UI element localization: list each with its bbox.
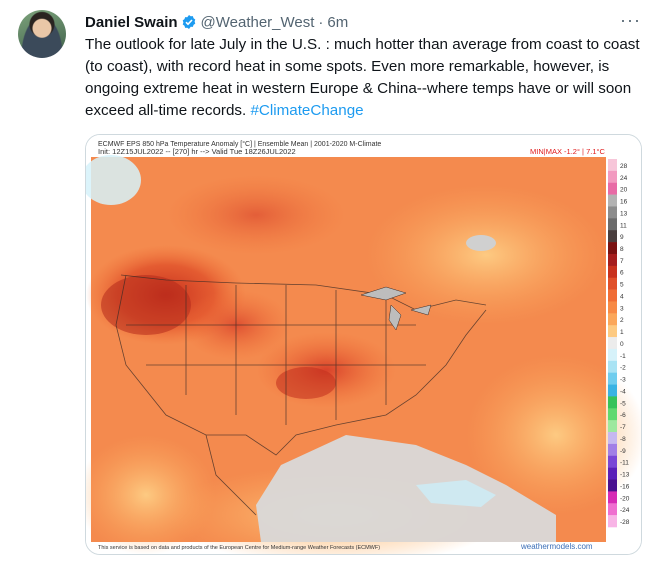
colorbar-label: 5 [620, 282, 624, 289]
colorbar-swatch [608, 479, 617, 492]
colorbar-swatch [608, 218, 617, 231]
colorbar-swatch [608, 242, 617, 255]
colorbar-swatch [608, 265, 617, 279]
colorbar-swatch [608, 420, 617, 433]
colorbar-label: -2 [620, 365, 626, 372]
colorbar-label: 0 [620, 341, 624, 348]
colorbar-swatch [608, 515, 617, 528]
tweet-header: Daniel Swain @Weather_West · 6m [85, 11, 643, 33]
colorbar-label: 28 [620, 163, 628, 170]
colorbar-label: 4 [620, 293, 624, 300]
colorbar-swatch [608, 182, 617, 195]
more-options-icon[interactable]: ··· [620, 10, 641, 30]
temperature-anomaly-map: ECMWF EPS 850 hPa Temperature Anomaly [°… [86, 135, 641, 554]
colorbar-label: 13 [620, 210, 628, 217]
colorbar-label: -8 [620, 436, 626, 443]
colorbar-label: 7 [620, 258, 624, 265]
colorbar-label: 9 [620, 234, 624, 241]
colorbar-swatch [608, 194, 617, 207]
colorbar-swatch [608, 360, 617, 373]
colorbar-label: 2 [620, 317, 624, 324]
author-handle[interactable]: @Weather_West [200, 13, 315, 31]
colorbar-label: 6 [620, 270, 624, 277]
colorbar-swatch [608, 455, 617, 468]
colorbar-swatch [608, 277, 617, 290]
colorbar: 28 24 20 16 13 11 9 8 7 6 5 4 3 2 1 0 -1 -2 -3 -4 -5 -6 -7 -8 -9… [608, 159, 630, 528]
colorbar-swatch [608, 348, 617, 362]
colorbar-label: -20 [620, 495, 630, 502]
colorbar-swatch [608, 384, 617, 397]
colorbar-label: 1 [620, 329, 624, 336]
colorbar-swatch [608, 408, 617, 421]
colorbar-label: -7 [620, 424, 626, 431]
map-title-line2: Init: 12Z15JUL2022 -- [270] hr --> Valid… [98, 147, 296, 156]
colorbar-label: -28 [620, 519, 630, 526]
colorbar-label: -11 [620, 460, 629, 467]
map-title-line1: ECMWF EPS 850 hPa Temperature Anomaly [°… [98, 140, 381, 148]
colorbar-swatch [608, 159, 617, 172]
colorbar-label: -6 [620, 412, 626, 419]
colorbar-label: 8 [620, 246, 624, 253]
colorbar-swatch [608, 503, 617, 516]
tweet-media-image[interactable]: ECMWF EPS 850 hPa Temperature Anomaly [°… [85, 134, 642, 555]
colorbar-label: -9 [620, 448, 626, 455]
colorbar-swatch [608, 337, 617, 350]
colorbar-swatch [608, 289, 617, 302]
tweet-text: The outlook for late July in the U.S. : … [85, 34, 640, 122]
colorbar-label: -1 [620, 353, 626, 360]
colorbar-swatch [608, 443, 617, 457]
colorbar-swatch [608, 372, 617, 385]
tweet-timestamp[interactable]: 6m [327, 13, 349, 31]
verified-badge-icon [181, 14, 197, 30]
colorbar-swatch [608, 432, 617, 445]
colorbar-label: 3 [620, 305, 624, 312]
colorbar-label: -16 [620, 483, 630, 490]
colorbar-swatch [608, 206, 617, 219]
colorbar-label: -5 [620, 400, 626, 407]
colorbar-swatch [608, 396, 617, 409]
colorbar-label: -24 [620, 507, 630, 514]
author-avatar[interactable] [18, 10, 66, 58]
colorbar-label: -13 [620, 472, 630, 479]
colorbar-label: 16 [620, 199, 628, 206]
map-minmax: MIN|MAX -1.2° | 7.1°C [530, 147, 605, 156]
colorbar-swatch [608, 230, 617, 243]
separator-dot: · [318, 13, 324, 31]
colorbar-label: -4 [620, 388, 626, 395]
colorbar-label: 24 [620, 175, 628, 182]
colorbar-swatch [608, 491, 617, 504]
hashtag-link[interactable]: #ClimateChange [250, 102, 364, 119]
colorbar-swatch [608, 170, 617, 184]
map-footer: This service is based on data and produc… [98, 545, 380, 551]
colorbar-swatch [608, 253, 617, 267]
colorbar-swatch [608, 467, 617, 480]
author-name[interactable]: Daniel Swain [85, 13, 178, 31]
map-plot-area [86, 155, 641, 554]
watermark: weathermodels.com [520, 542, 593, 551]
colorbar-swatch [608, 301, 617, 314]
tweet-body: The outlook for late July in the U.S. : … [85, 36, 640, 119]
colorbar-swatch [608, 313, 617, 326]
colorbar-swatch [608, 325, 617, 338]
colorbar-label: 20 [620, 187, 628, 194]
colorbar-label: -3 [620, 377, 626, 384]
colorbar-label: 11 [620, 222, 627, 229]
